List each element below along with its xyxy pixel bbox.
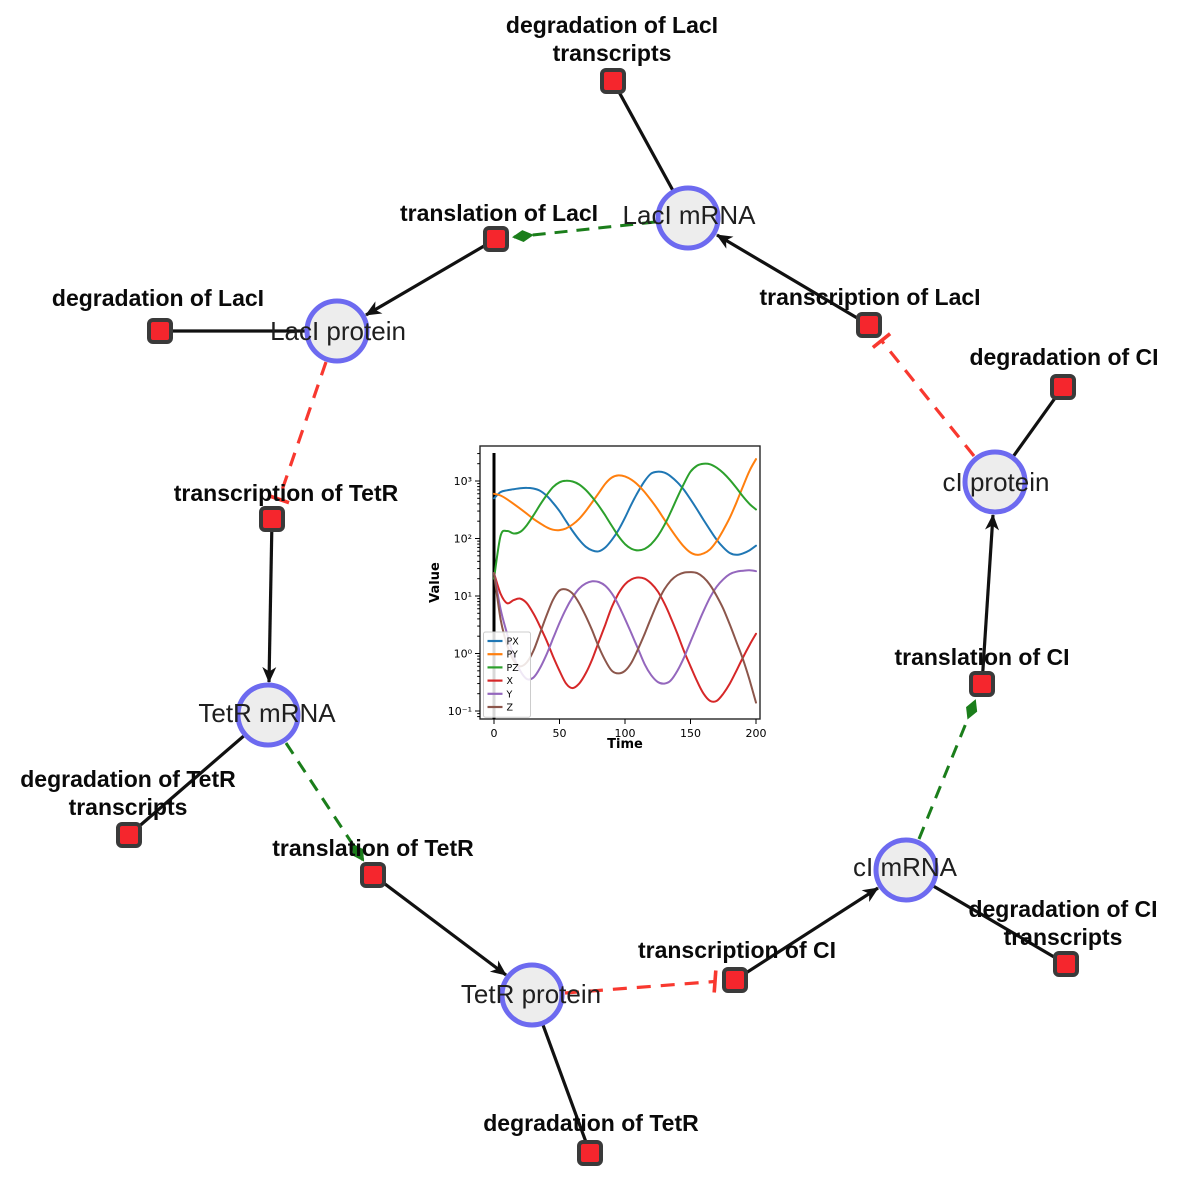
inhibition-tbar-icon [871, 332, 892, 349]
reaction-label-degradation-of-laci-transcripts: degradation of LacI transcripts [506, 12, 718, 66]
modifier-ci-mrna-translation [917, 699, 978, 840]
arrow-translation-ci-to-protein [980, 514, 1000, 685]
reaction-node-degradation-of-laci-transcripts[interactable] [600, 68, 626, 94]
series-line-py [493, 458, 757, 556]
series-line-y [493, 569, 757, 685]
x-tick-label: 150 [680, 727, 701, 740]
reaction-node-translation-of-laci[interactable] [483, 226, 509, 252]
reaction-label-translation-of-laci: translation of LacI [400, 200, 598, 226]
modifier-laci-mrna-translation [512, 220, 656, 243]
species-label-laci-mrna: LacI mRNA [623, 200, 757, 230]
arrow-translation-tetr-to-protein [372, 873, 507, 977]
legend-label-x: X [507, 676, 514, 687]
production-arrows [262, 233, 1000, 982]
legend-label-py: PY [507, 650, 519, 661]
reaction-node-transcription-of-ci[interactable] [722, 967, 748, 993]
x-axis-label: Time [607, 737, 643, 752]
arrow-transcription-laci-to-mrna [716, 233, 870, 327]
series-line-px [493, 470, 757, 556]
reaction-label-degradation-of-tetr-transcripts: degradation of TetR transcripts [20, 766, 236, 820]
species-label-laci-protein: LacI protein [270, 316, 406, 346]
reaction-node-transcription-of-laci[interactable] [856, 312, 882, 338]
series-line-z [493, 571, 757, 704]
inhibition-edges [267, 332, 976, 995]
reaction-labels: degradation of LacI transcripts translati… [20, 12, 1158, 1136]
species-node-ci-mrna[interactable] [873, 837, 939, 903]
reaction-label-degradation-of-laci: degradation of LacI [52, 285, 264, 311]
species-labels: LacI mRNA LacI protein TetR mRNA TetR pr… [198, 200, 1049, 1009]
inset-time-series-plot: 0 50 100 150 20010⁻¹10⁰10¹10²10³TimeValuePXP… [428, 445, 767, 752]
species-node-tetr-mrna[interactable] [235, 682, 301, 748]
reaction-node-translation-of-tetr[interactable] [360, 862, 386, 888]
species-label-ci-mrna: cI mRNA [853, 852, 958, 882]
species-label-tetr-mrna: TetR mRNA [198, 698, 336, 728]
arrow-transcription-tetr-to-mrna [262, 518, 277, 683]
reaction-node-degradation-of-tetr[interactable] [577, 1140, 603, 1166]
inhibition-laci-protein-transcription-tetr [277, 361, 328, 500]
arrow-transcription-ci-to-mrna [734, 886, 879, 982]
species-node-tetr-protein[interactable] [499, 962, 565, 1028]
modifier-tetr-mrna-translation [284, 742, 365, 862]
reaction-label-transcription-of-tetr: transcription of TetR [174, 480, 399, 506]
reaction-label-degradation-of-tetr: degradation of TetR [483, 1110, 699, 1136]
plot-legend: PX PY PZ XYZ [483, 631, 531, 718]
species-node-ci-protein[interactable] [962, 449, 1028, 515]
species-nodes [235, 185, 1028, 1028]
arrow-translation-laci-to-protein [365, 237, 497, 317]
plot-curves [493, 458, 757, 704]
reaction-label-translation-of-tetr: translation of TetR [272, 835, 474, 861]
plot-axes-ticks: 0 50 100 150 200 10⁻¹ 10⁰ 10¹ 10² 10³ [448, 453, 767, 740]
species-label-tetr-protein: TetR protein [461, 979, 601, 1009]
legend-label-y: Y [506, 689, 513, 700]
reaction-node-degradation-of-ci-transcripts[interactable] [1053, 951, 1079, 977]
x-tick-label: 0 [491, 727, 498, 740]
reaction-label-transcription-of-laci: transcription of LacI [759, 284, 980, 310]
reaction-nodes [116, 68, 1079, 1166]
reaction-label-degradation-of-ci: degradation of CI [969, 344, 1158, 370]
y-tick-label: 10¹ [454, 590, 472, 603]
species-node-laci-mrna[interactable] [655, 185, 721, 251]
legend-label-pz: PZ [507, 663, 520, 674]
inhibition-ci-protein-transcription-laci [880, 339, 976, 458]
y-tick-label: 10⁰ [454, 648, 473, 661]
reaction-node-degradation-of-tetr-transcripts[interactable] [116, 822, 142, 848]
inhibition-tbar-icon [267, 493, 290, 505]
y-tick-label: 10² [454, 533, 472, 546]
x-tick-label: 200 [746, 727, 767, 740]
inhibition-tbar-icon [712, 970, 718, 993]
reaction-node-degradation-of-ci[interactable] [1050, 374, 1076, 400]
reaction-node-degradation-of-laci[interactable] [147, 318, 173, 344]
y-axis-label: Value [428, 562, 443, 603]
modifier-edges [284, 220, 978, 862]
reaction-node-translation-of-ci[interactable] [969, 671, 995, 697]
y-tick-label: 10⁻¹ [448, 705, 472, 718]
legend-label-px: PX [507, 637, 520, 648]
x-tick-label: 100 [615, 727, 636, 740]
series-line-pz [493, 462, 757, 580]
series-line-x [493, 572, 757, 703]
reaction-node-transcription-of-tetr[interactable] [259, 506, 285, 532]
legend-label-z: Z [507, 703, 514, 714]
x-tick-label: 50 [553, 727, 567, 740]
reaction-label-transcription-of-ci: transcription of CI [638, 937, 836, 963]
y-tick-label: 10³ [454, 475, 472, 488]
inhibition-tetr-protein-transcription-ci [564, 979, 716, 995]
species-label-ci-protein: cI protein [943, 467, 1050, 497]
reaction-label-translation-of-ci: translation of CI [894, 644, 1069, 670]
reaction-label-degradation-of-ci-transcripts: degradation of CI transcripts [968, 896, 1157, 950]
species-node-laci-protein[interactable] [304, 298, 370, 364]
